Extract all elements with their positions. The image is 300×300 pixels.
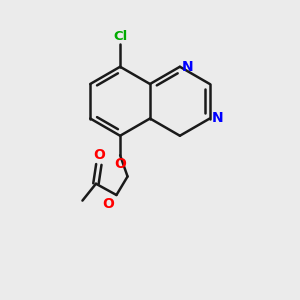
Text: N: N <box>211 112 223 125</box>
Text: N: N <box>182 60 193 74</box>
Text: O: O <box>114 157 126 171</box>
Text: O: O <box>93 148 105 162</box>
Text: O: O <box>102 197 114 211</box>
Text: Cl: Cl <box>113 30 127 43</box>
